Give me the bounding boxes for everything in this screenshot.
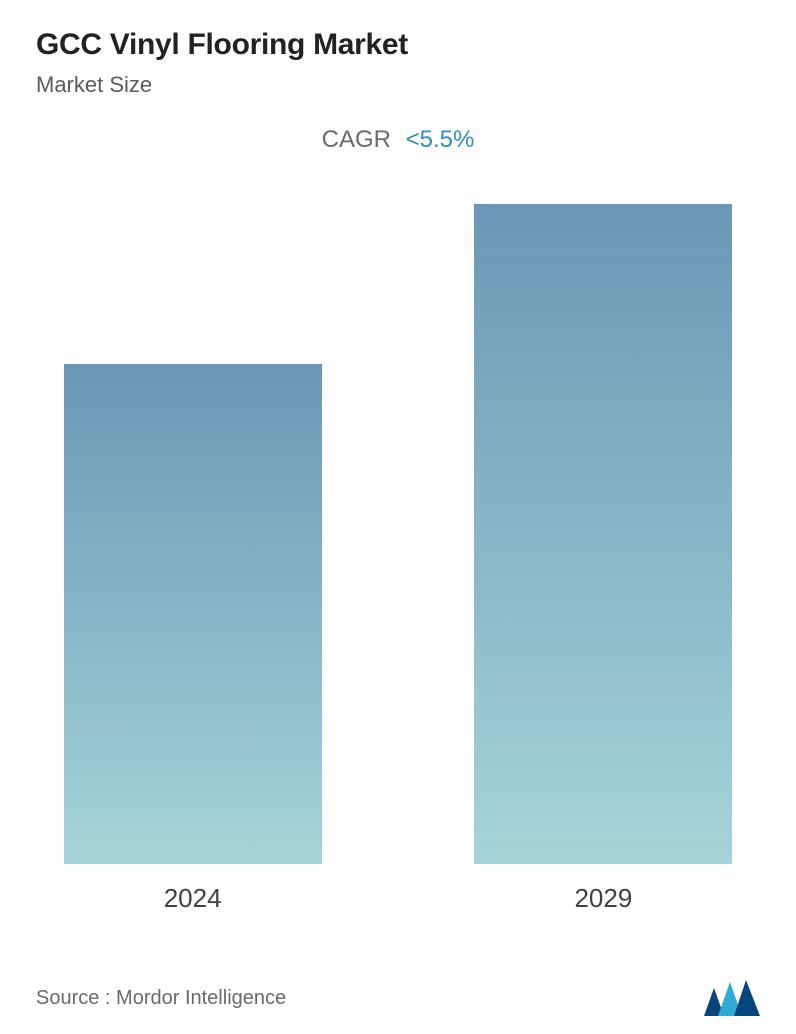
chart-title: GCC Vinyl Flooring Market	[36, 28, 760, 62]
bar-fill	[474, 204, 732, 864]
source-text: Source : Mordor Intelligence	[36, 987, 286, 1010]
bar	[64, 364, 322, 864]
brand-logo-icon	[704, 980, 760, 1016]
x-axis-label: 2024	[164, 883, 222, 914]
cagr-value: <5.5%	[406, 126, 475, 153]
chart-card: GCC Vinyl Flooring Market Market Size CA…	[0, 0, 796, 1034]
footer: Source : Mordor Intelligence	[36, 980, 760, 1016]
bar-chart: 2024 2029	[0, 260, 796, 914]
bar-fill	[64, 364, 322, 864]
bar	[474, 204, 732, 864]
bars-container	[0, 260, 796, 864]
cagr-label: CAGR	[322, 126, 391, 153]
cagr-row: CAGR <5.5%	[36, 126, 760, 154]
chart-subtitle: Market Size	[36, 72, 760, 98]
x-axis-label: 2029	[574, 883, 632, 914]
